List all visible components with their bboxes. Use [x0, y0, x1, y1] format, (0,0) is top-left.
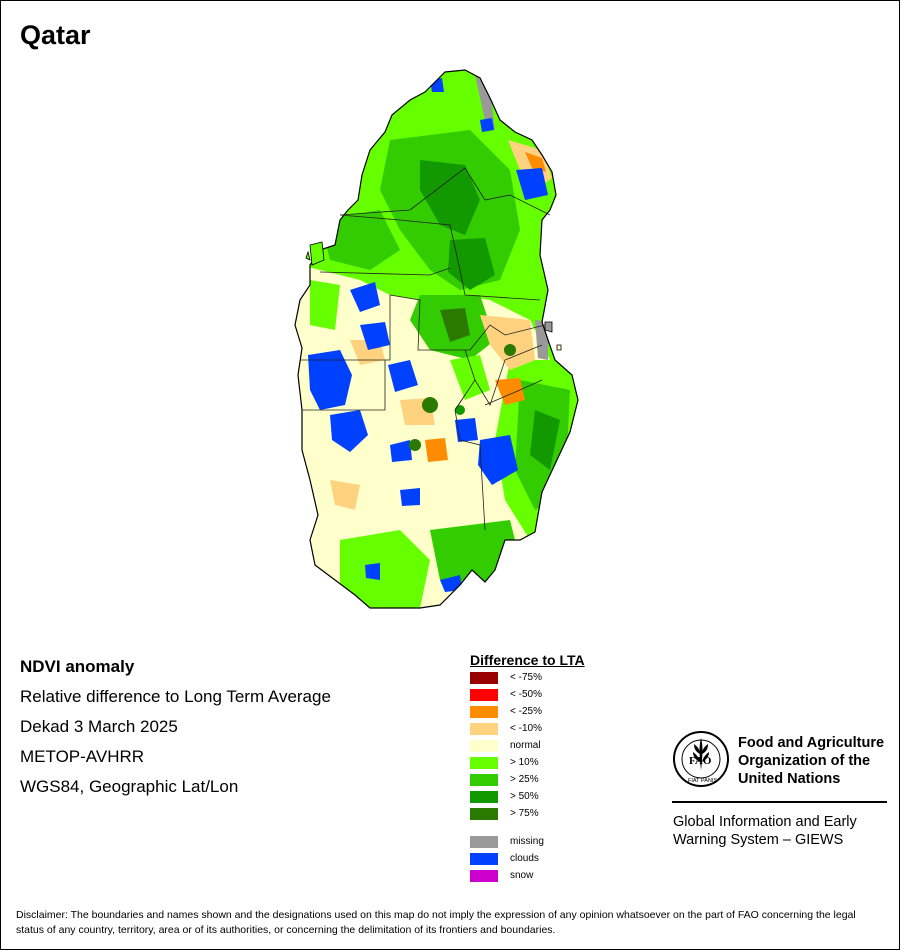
ndvi-raster: [295, 70, 578, 608]
time-period: Dekad 3 March 2025: [20, 717, 178, 736]
legend-label: > 10%: [510, 757, 539, 768]
legend-swatch: [470, 672, 498, 684]
legend-swatch: [470, 723, 498, 735]
legend-label: > 75%: [510, 808, 539, 819]
giews-line-2: Warning System – GIEWS: [673, 832, 844, 848]
logo-motto: FIAT PANIS: [688, 778, 717, 784]
logo-letter-f: FAO: [689, 755, 712, 767]
legend-swatch: [470, 870, 498, 882]
legend-swatch: [470, 808, 498, 820]
legend-swatch: [470, 774, 498, 786]
islands: [305, 241, 562, 351]
legend-label: clouds: [510, 853, 539, 864]
org-name-line-2: Organization of the: [738, 753, 871, 769]
legend-label: missing: [510, 836, 544, 847]
legend-title: Difference to LTA: [470, 652, 585, 668]
legend-label: normal: [510, 740, 541, 751]
fao-logo: FAO FIAT PANIS: [673, 731, 729, 787]
map-title: Qatar: [20, 20, 91, 50]
legend-label: snow: [510, 870, 534, 881]
disclaimer: Disclaimer: The boundaries and names sho…: [16, 909, 856, 936]
legend-label: > 25%: [510, 774, 539, 785]
legend-swatch: [470, 757, 498, 769]
sensor-name: METOP-AVHRR: [20, 747, 145, 766]
legend-swatch: [470, 853, 498, 865]
legend-label: < -25%: [510, 706, 542, 717]
org-name-line-3: United Nations: [738, 771, 841, 787]
projection-info: WGS84, Geographic Lat/Lon: [20, 777, 239, 796]
legend-label: < -75%: [510, 672, 542, 683]
product-name: NDVI anomaly: [20, 657, 135, 676]
legend-label: < -50%: [510, 689, 542, 700]
logo-separator: [672, 801, 887, 803]
org-name-line-1: Food and Agriculture: [738, 735, 885, 751]
product-description: Relative difference to Long Term Average: [20, 687, 331, 706]
giews-line-1: Global Information and Early: [673, 814, 857, 830]
legend-label: < -10%: [510, 723, 542, 734]
legend-swatch: [470, 706, 498, 718]
legend-swatch: [470, 836, 498, 848]
legend-swatch: [470, 791, 498, 803]
legend-swatch: [470, 689, 498, 701]
admin-boundaries: [300, 167, 551, 531]
qatar-ndvi-map: [294, 69, 579, 609]
legend-label: > 50%: [510, 791, 539, 802]
legend-swatch: [470, 740, 498, 752]
